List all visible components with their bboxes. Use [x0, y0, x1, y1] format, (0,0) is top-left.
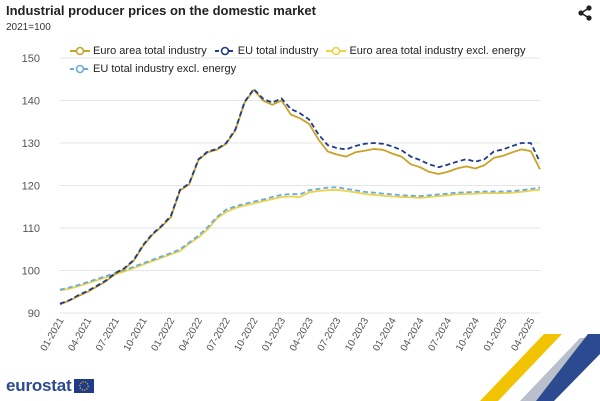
legend-marker-icon [70, 64, 90, 74]
eu-flag-icon [74, 379, 95, 393]
y-tick-label: 110 [22, 223, 40, 235]
y-tick-label: 120 [22, 181, 40, 193]
x-tick-label: 04-2024 [399, 316, 427, 354]
y-tick-label: 90 [28, 308, 40, 320]
series-line-3 [59, 186, 541, 291]
x-tick-label: 04-2021 [66, 316, 94, 354]
legend-label: Euro area total industry excl. energy [349, 45, 526, 57]
x-tick-label: 04-2022 [177, 316, 205, 354]
x-tick-label: 01-2022 [149, 316, 177, 354]
x-tick-label: 04-2023 [288, 316, 316, 354]
x-tick-label: 07-2021 [94, 316, 122, 354]
y-tick-label: 100 [22, 266, 40, 278]
x-tick-label: 10-2021 [122, 316, 150, 354]
legend-item-eu-excl-energy[interactable]: EU total industry excl. energy [70, 63, 236, 75]
x-tick-label: 10-2023 [343, 316, 371, 354]
chart-subtitle: 2021=100 [6, 22, 51, 33]
legend-item-euro-area-excl-energy[interactable]: Euro area total industry excl. energy [326, 45, 526, 57]
x-tick-label: 07-2022 [205, 316, 233, 354]
decorative-stripes [480, 334, 600, 401]
x-tick-label: 07-2023 [316, 316, 344, 354]
chart-legend: Euro area total industry EU total indust… [70, 42, 570, 78]
y-tick-label: 140 [22, 96, 40, 108]
x-tick-label: 01-2021 [39, 316, 67, 354]
x-tick-label: 01-2023 [260, 316, 288, 354]
legend-item-euro-area-total[interactable]: Euro area total industry [70, 45, 207, 57]
legend-label: EU total industry [237, 45, 319, 57]
legend-item-eu-total[interactable]: EU total industry [214, 45, 319, 57]
legend-label: Euro area total industry [93, 45, 207, 57]
brand-name: eurostat [6, 376, 72, 395]
legend-marker-icon [214, 46, 235, 56]
y-tick-label: 150 [22, 53, 40, 65]
x-tick-label: 10-2022 [233, 316, 261, 354]
x-tick-label: 01-2024 [371, 316, 399, 354]
legend-label: EU total industry excl. energy [93, 63, 237, 75]
legend-marker-icon [326, 46, 347, 56]
chart-title: Industrial producer prices on the domest… [6, 3, 316, 18]
x-tick-label: 07-2024 [426, 316, 454, 354]
eurostat-logo: eurostat [6, 376, 95, 396]
share-icon[interactable] [577, 5, 593, 21]
legend-marker-icon [70, 46, 90, 56]
series-line-1 [59, 88, 541, 305]
series-line-2 [59, 188, 541, 292]
y-tick-label: 130 [22, 138, 40, 150]
